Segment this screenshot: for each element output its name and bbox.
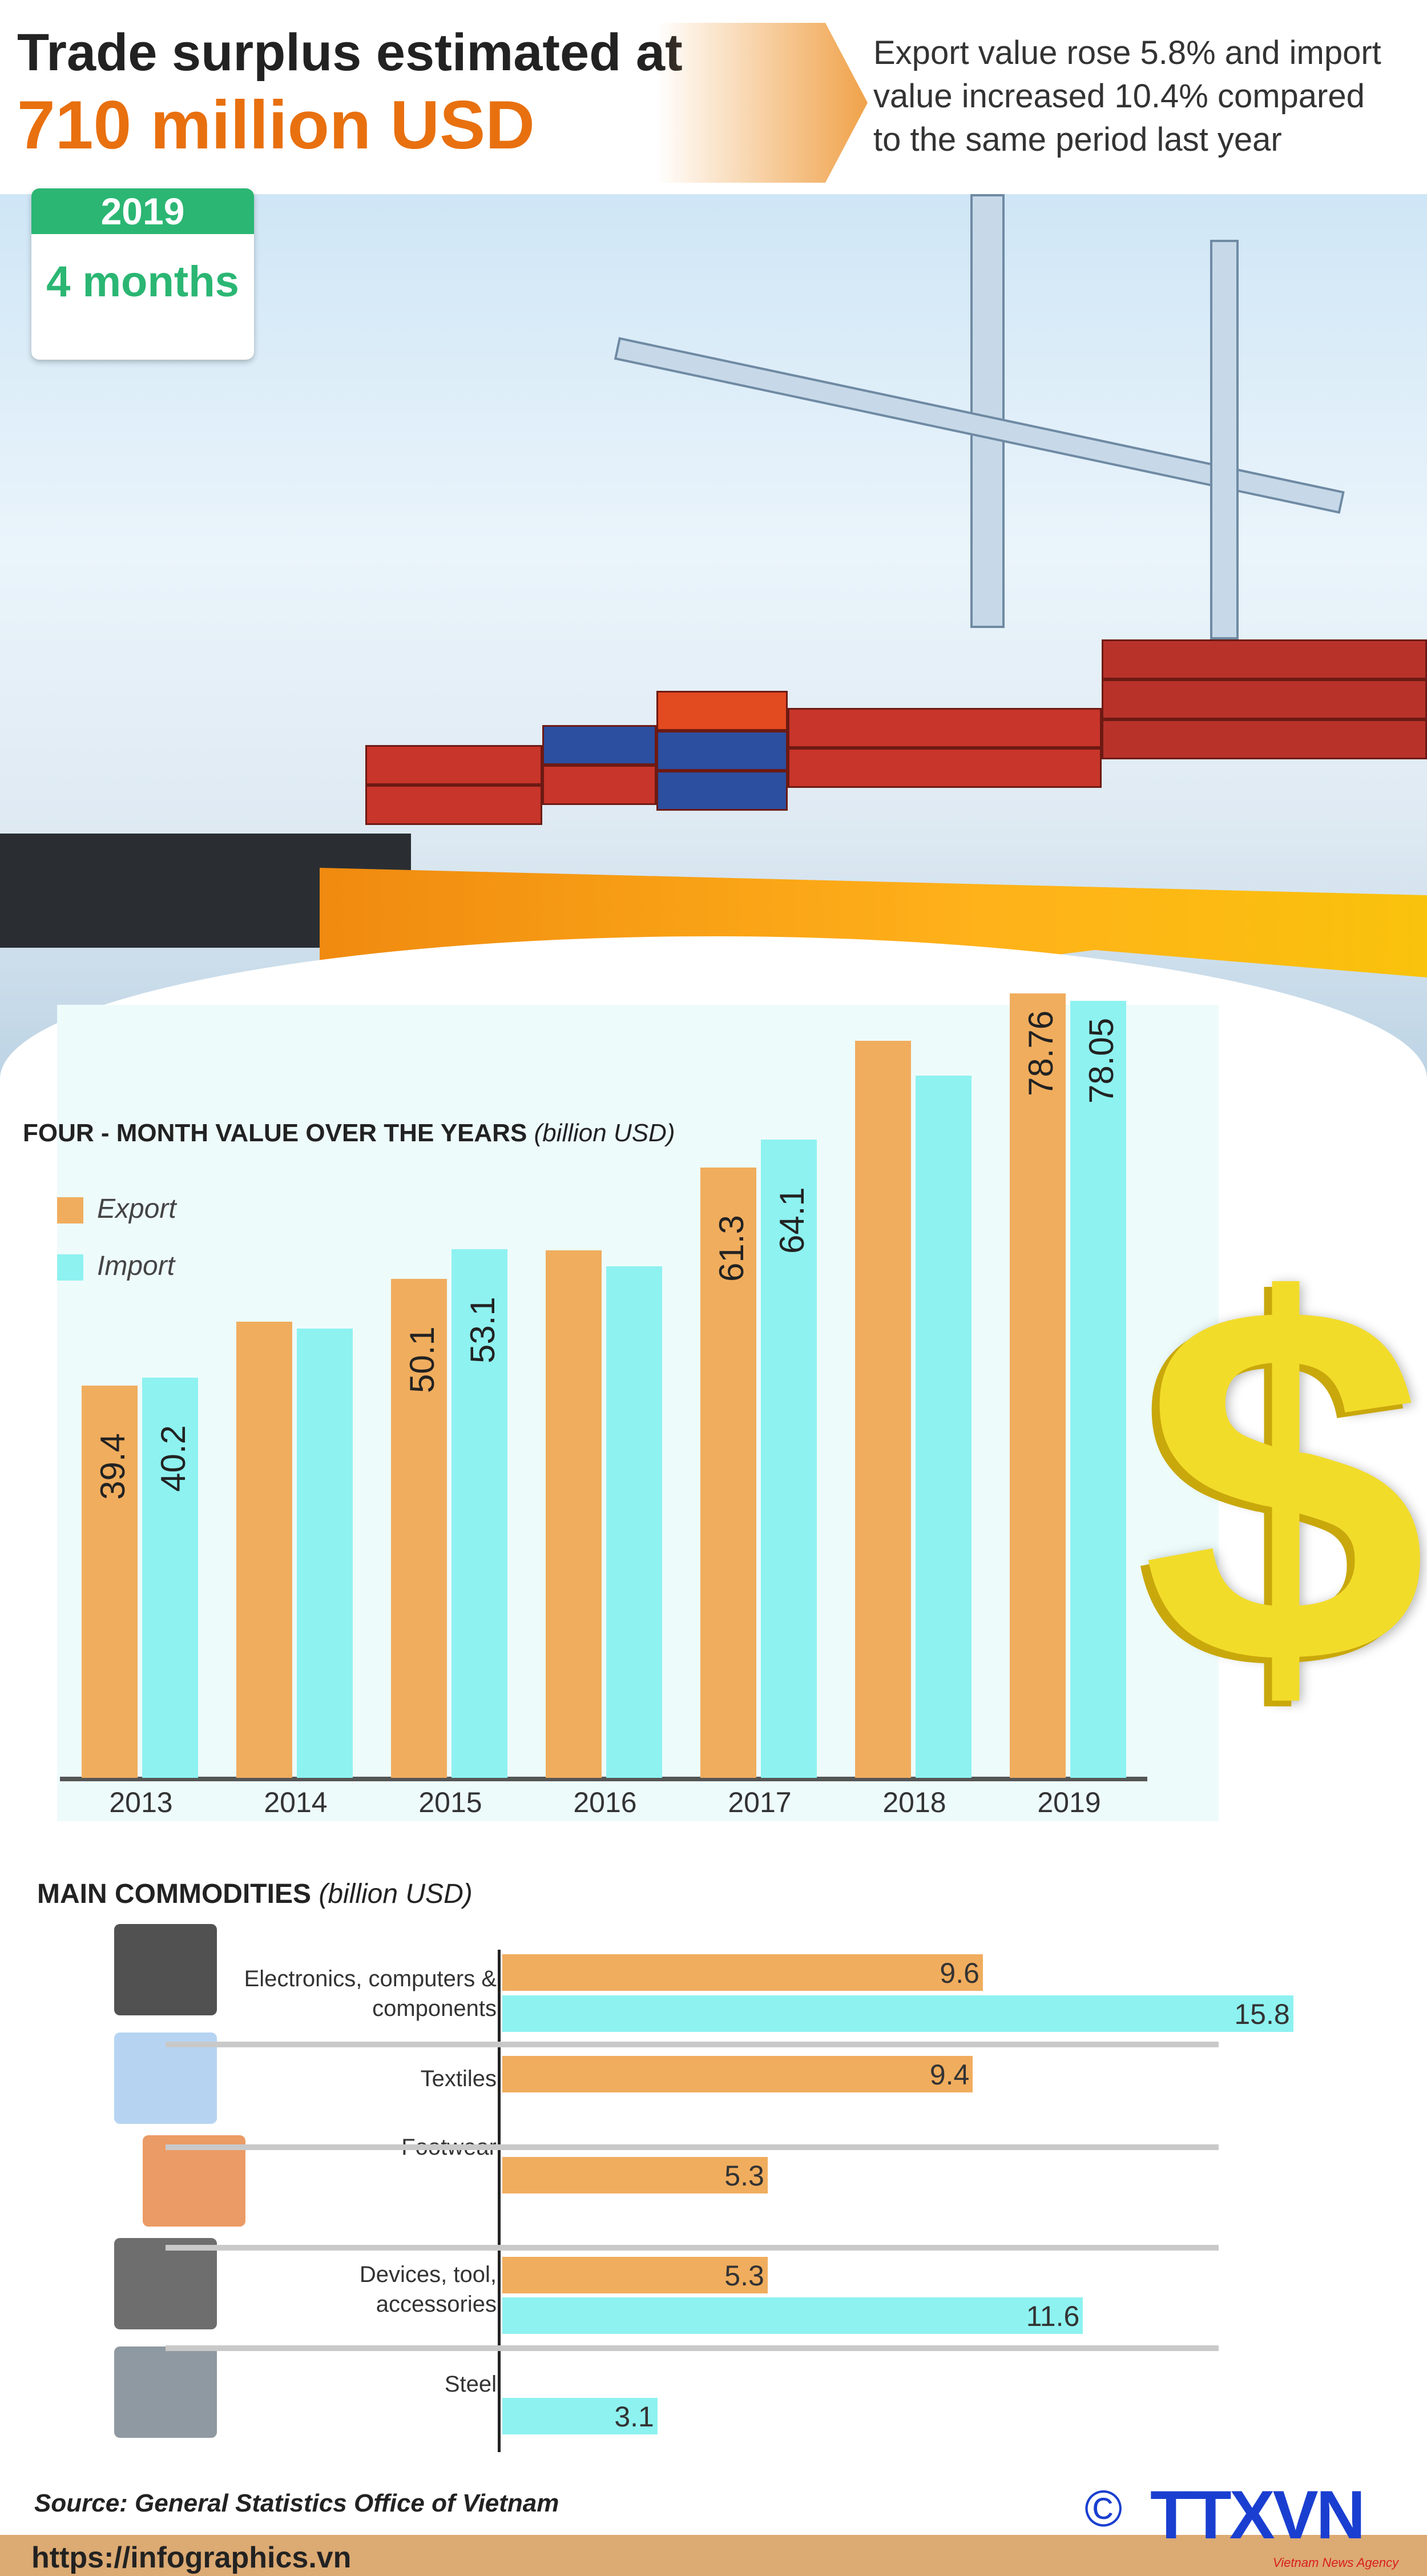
calendar-badge: 2019 4 months <box>31 188 254 360</box>
value-label: 15.8 <box>1234 1998 1290 2030</box>
container <box>788 708 1102 748</box>
year-label: 2019 <box>1037 1786 1101 1818</box>
value-label: 78.05 <box>1082 1017 1120 1104</box>
dollar-sign-icon: $ <box>1142 1197 1427 1772</box>
source: Source: General Statistics Office of Vie… <box>34 2489 559 2517</box>
crane-leg <box>1210 240 1239 639</box>
value-label: 78.76 <box>1022 1011 1060 1097</box>
computer-icon <box>114 1924 217 2015</box>
title-line2: 710 million USD <box>17 87 535 163</box>
container <box>788 748 1102 788</box>
value-label: 50.1 <box>403 1326 441 1394</box>
value-label: 5.3 <box>724 2160 764 2192</box>
legend-swatch-export <box>57 1197 83 1224</box>
container <box>365 745 542 785</box>
commodity-label: Electronics, computers & components <box>244 1966 497 2021</box>
container <box>656 731 788 771</box>
commodities-unit: (billion USD) <box>319 1879 473 1909</box>
bar-export: 5.3 <box>502 2257 768 2293</box>
container <box>365 785 542 825</box>
value-label: 61.3 <box>712 1215 751 1282</box>
footer-band <box>0 2535 1427 2576</box>
commodity-label: Textiles <box>420 2066 497 2091</box>
value-label: 64.1 <box>773 1187 811 1254</box>
commodity-label: Steel <box>444 2372 497 2397</box>
container <box>542 725 656 765</box>
container <box>1102 639 1427 679</box>
bar-import: 3.1 <box>502 2398 658 2434</box>
container <box>542 765 656 805</box>
commodities-title-text: MAIN COMMODITIES <box>37 1879 311 1909</box>
bar-export-2018 <box>855 1041 911 1778</box>
description: Export value rose 5.8% and import value … <box>873 34 1381 158</box>
bar-export-2013 <box>82 1385 138 1778</box>
calendar-period: 4 months <box>46 257 239 306</box>
bar-import-2016 <box>606 1266 662 1778</box>
value-label: 9.4 <box>929 2059 970 2091</box>
bar-export-2019 <box>1010 993 1066 1778</box>
bar-export-2014 <box>236 1322 292 1778</box>
legend-import: Import <box>57 1250 175 1282</box>
bar-import-2017 <box>761 1140 817 1778</box>
legend-label: Import <box>97 1251 175 1281</box>
row-divider <box>166 2144 1219 2150</box>
shoes-icon <box>143 2135 245 2227</box>
row-divider <box>166 2042 1219 2047</box>
website-link[interactable]: https://infographics.vn <box>31 2541 352 2574</box>
commodities-title: MAIN COMMODITIES (billion USD) <box>37 1878 473 1910</box>
calendar-year: 2019 <box>31 188 254 234</box>
value-label: 39.4 <box>94 1433 132 1500</box>
title-line1: Trade surplus estimated at <box>17 23 683 82</box>
year-label: 2015 <box>418 1786 482 1818</box>
bar-import: 15.8 <box>502 1995 1293 2032</box>
x-axis <box>60 1777 1147 1781</box>
value-label: 40.2 <box>154 1425 192 1492</box>
row-divider <box>166 2245 1219 2251</box>
year-label: 2013 <box>109 1786 173 1818</box>
chart-unit: (billion USD) <box>534 1119 675 1147</box>
logo-subtitle: Vietnam News Agency <box>1273 2555 1399 2570</box>
commodity-label: Devices, tool, accessories <box>359 2262 497 2317</box>
bar-import-2013 <box>142 1377 198 1778</box>
year-label: 2018 <box>882 1786 946 1818</box>
shirt-icon <box>114 2032 217 2124</box>
bar-import: 11.6 <box>502 2297 1083 2334</box>
arrow-icon <box>656 23 868 183</box>
bar-import-2019 <box>1070 1000 1126 1778</box>
value-label: 11.6 <box>1026 2300 1080 2332</box>
container <box>1102 719 1427 759</box>
year-label: 2014 <box>264 1786 328 1818</box>
container <box>656 691 788 731</box>
gear-icon <box>114 2238 217 2329</box>
legend-label: Export <box>97 1194 176 1224</box>
commodities-axis <box>498 1950 501 2452</box>
year-label: 2016 <box>573 1786 637 1818</box>
crane <box>970 194 1005 628</box>
bar-export: 5.3 <box>502 2157 768 2193</box>
value-label: 53.1 <box>463 1297 502 1363</box>
bar-export: 9.6 <box>502 1954 983 1991</box>
value-label: 9.6 <box>940 1957 979 1989</box>
ttxvn-logo: TTXVN <box>1150 2477 1365 2553</box>
chart-title: FOUR - MONTH VALUE OVER THE YEARS (billi… <box>23 1119 675 1148</box>
container <box>1102 679 1427 719</box>
year-label: 2017 <box>728 1786 792 1818</box>
chart-title-text: FOUR - MONTH VALUE OVER THE YEARS <box>23 1119 527 1147</box>
copyright-icon: © <box>1085 2481 1123 2538</box>
legend-export: Export <box>57 1193 176 1225</box>
container <box>656 771 788 811</box>
bar-import-2014 <box>297 1329 353 1778</box>
legend-swatch-import <box>57 1254 83 1281</box>
steel-bars-icon <box>114 2346 217 2438</box>
bar-import-2018 <box>916 1076 972 1778</box>
bar-export: 9.4 <box>502 2056 973 2092</box>
row-divider <box>166 2345 1219 2351</box>
value-label: 5.3 <box>724 2260 764 2292</box>
bar-export-2015 <box>391 1279 447 1778</box>
value-label: 3.1 <box>614 2401 654 2433</box>
bar-export-2017 <box>700 1167 756 1778</box>
bar-import-2015 <box>452 1249 507 1778</box>
bar-export-2016 <box>546 1250 602 1778</box>
